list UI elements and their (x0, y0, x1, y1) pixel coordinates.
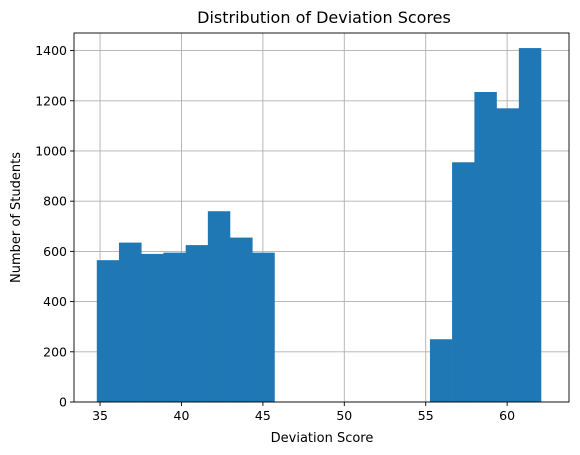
bar-layer (96, 48, 542, 403)
y-tick-label: 1400 (35, 43, 67, 58)
histogram-bar (163, 252, 187, 402)
histogram-bar (429, 339, 453, 402)
y-tick-label: 0 (59, 395, 67, 410)
histogram-bar (141, 253, 164, 402)
x-axis-label: Deviation Score (271, 431, 374, 446)
histogram-bar (252, 252, 275, 402)
histogram-bar (185, 245, 209, 402)
histogram-bar (96, 260, 120, 402)
y-tick-label: 1200 (35, 93, 67, 108)
plot-frame (73, 32, 570, 403)
x-tick-label: 45 (255, 408, 271, 423)
y-tick-label: 600 (43, 244, 67, 259)
y-tick-label: 200 (43, 344, 67, 359)
y-tick-label: 800 (43, 194, 67, 209)
y-tick-label: 400 (43, 294, 67, 309)
y-axis-label: Number of Students (9, 152, 24, 283)
histogram-bar (229, 237, 253, 402)
histogram-bar (118, 242, 142, 402)
x-tick-label: 55 (418, 408, 434, 423)
y-tick-label: 1000 (35, 143, 67, 158)
x-tick-label: 40 (174, 408, 190, 423)
histogram-bar (496, 108, 520, 402)
histogram-bar (207, 211, 231, 402)
histogram-bar (518, 48, 542, 403)
chart-title: Distribution of Deviation Scores (197, 8, 451, 27)
x-tick-label: 60 (499, 408, 515, 423)
histogram-bar (452, 162, 475, 402)
histogram-bar (474, 91, 497, 402)
x-tick-label: 35 (92, 408, 108, 423)
x-tick-label: 50 (336, 408, 352, 423)
